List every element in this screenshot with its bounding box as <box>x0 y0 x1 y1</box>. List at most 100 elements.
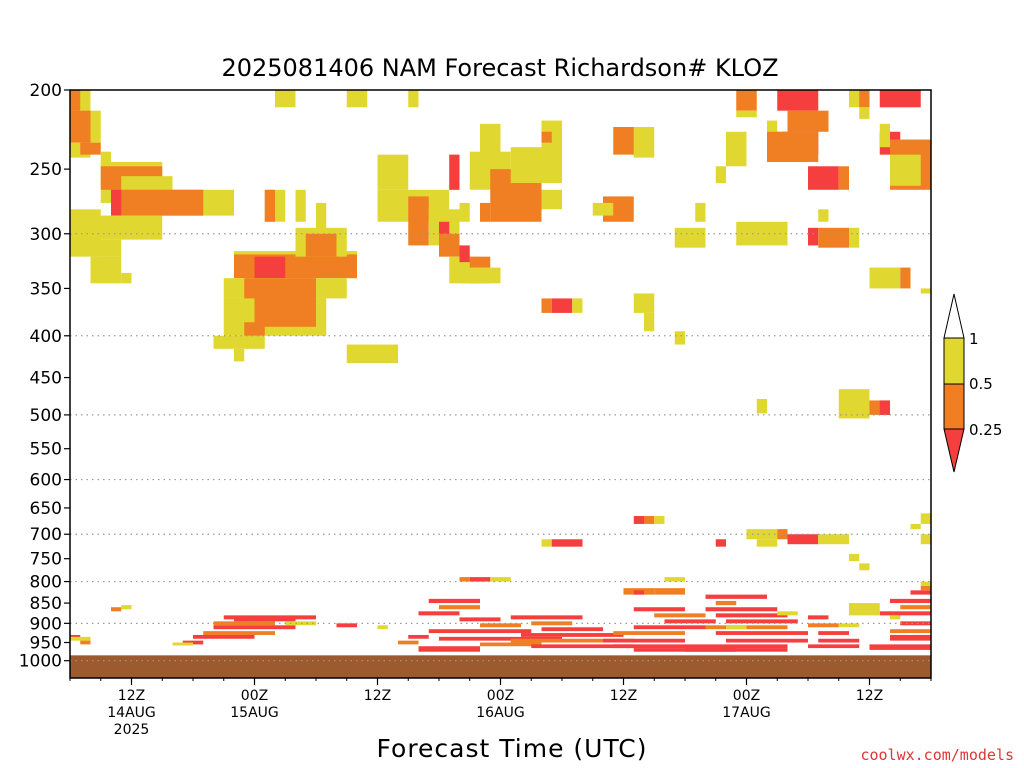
heatmap-cell <box>633 127 655 158</box>
heatmap-cell <box>787 534 819 545</box>
heatmap-cell <box>592 202 614 216</box>
heatmap-cell <box>818 631 849 635</box>
legend-label: 0.25 <box>969 421 1002 439</box>
heatmap-cell <box>541 189 562 210</box>
heatmap-cell <box>777 90 819 111</box>
heatmap-cell <box>808 615 829 620</box>
heatmap-cell <box>787 110 829 132</box>
heatmap-cell <box>285 621 316 626</box>
legend-bottom-arrow <box>943 428 965 473</box>
heatmap-cell <box>121 605 132 610</box>
heatmap-cell <box>480 202 491 222</box>
heatmap-cell <box>900 267 911 289</box>
chart-title: 2025081406 NAM Forecast Richardson# KLOZ <box>221 54 778 82</box>
y-tick-label: 350 <box>30 279 62 299</box>
heatmap-cell <box>890 154 921 186</box>
heatmap-cell <box>869 644 931 650</box>
heatmap-cell <box>664 619 716 624</box>
heatmap-cell <box>715 166 726 184</box>
heatmap-cell <box>726 131 747 167</box>
heatmap-cell <box>808 166 839 190</box>
heatmap-cell <box>275 90 296 108</box>
heatmap-cell <box>377 154 409 190</box>
legend-swatch-orange <box>943 383 965 430</box>
heatmap-cell <box>613 631 685 635</box>
y-tick-label: 300 <box>30 225 62 245</box>
heatmap-cell <box>90 256 122 284</box>
heatmap-cell <box>295 189 306 222</box>
heatmap-cell <box>234 254 357 279</box>
heatmap-cell <box>80 640 91 645</box>
heatmap-cell <box>777 611 798 616</box>
heatmap-cell <box>644 516 655 524</box>
heatmap-cell <box>879 611 931 616</box>
heatmap-cell <box>439 636 562 641</box>
heatmap-cell <box>541 298 552 313</box>
heatmap-cell <box>859 90 870 108</box>
heatmap-cell <box>346 344 398 364</box>
heatmap-cell <box>111 189 204 216</box>
heatmap-cell <box>849 603 880 616</box>
heatmap-cell <box>111 607 122 612</box>
heatmap-cell <box>480 623 521 628</box>
heatmap-cell <box>490 577 511 582</box>
heatmap-cell <box>182 640 204 645</box>
heatmap-cell <box>890 634 931 641</box>
heatmap-cell <box>849 227 860 248</box>
heatmap-cell <box>920 534 931 545</box>
y-axis: 200 250 300 350 400 450 500 550 600 650 700 750 8008… <box>19 81 70 672</box>
color-legend: 1 0.5 0.25 <box>943 293 1002 473</box>
heatmap-cell <box>736 221 767 246</box>
heatmap-cell <box>90 239 122 257</box>
heatmap-cell <box>715 600 737 606</box>
x-tick-label: 12Z <box>118 688 145 704</box>
x-tick-label: 12Z <box>610 688 637 704</box>
heatmap-cell <box>838 166 849 190</box>
legend-top-arrow <box>943 293 965 339</box>
heatmap-cell <box>70 110 91 143</box>
heatmap-cell <box>121 272 132 284</box>
x-tick-label: 00Z <box>241 688 268 704</box>
heatmap-cell <box>859 107 870 119</box>
heatmap-cell <box>695 202 706 222</box>
x-tick-label: 15AUG <box>230 705 279 721</box>
heatmap-cell <box>254 256 286 279</box>
y-tick-label: 950 <box>30 634 62 654</box>
y-tick-label: 700 <box>30 525 62 545</box>
credit-text: coolwx.com/models <box>860 746 1014 764</box>
y-tick-label: 450 <box>30 369 62 389</box>
heatmap-cell <box>551 539 583 547</box>
heatmap-cell <box>398 640 419 645</box>
gridlines <box>70 233 931 662</box>
heatmap-cell <box>685 648 788 652</box>
heatmap-cell <box>70 215 163 240</box>
heatmap-cell <box>336 623 357 628</box>
heatmap-cell <box>603 638 685 643</box>
heatmap-cell <box>521 633 624 637</box>
heatmap-cell <box>715 539 726 547</box>
y-tick-label: 800 <box>30 573 62 593</box>
x-tick-label: 12Z <box>364 688 391 704</box>
y-tick-label: 400 <box>30 327 62 347</box>
heatmap-cell <box>654 516 665 524</box>
heatmap-cell <box>459 245 470 263</box>
heatmap-cell <box>418 611 460 616</box>
heatmap-cell <box>80 142 101 155</box>
legend-swatch-yellow <box>943 337 965 385</box>
heatmap-cell <box>408 634 429 639</box>
heatmap-cell <box>654 613 706 618</box>
heatmap-cell <box>879 90 921 108</box>
heatmap-cells <box>70 90 931 652</box>
heatmap-cell <box>818 209 829 222</box>
y-tick-label: 250 <box>30 160 62 180</box>
legend-label: 0.5 <box>969 375 993 393</box>
heatmap-cell <box>726 619 798 624</box>
heatmap-cell <box>459 617 501 622</box>
heatmap-cell <box>808 644 860 649</box>
x-tick-label: 16AUG <box>476 705 525 721</box>
heatmap-cell <box>767 120 778 137</box>
heatmap-cell <box>459 267 501 284</box>
heatmap-cell <box>172 642 193 646</box>
heatmap-cell <box>890 598 931 604</box>
